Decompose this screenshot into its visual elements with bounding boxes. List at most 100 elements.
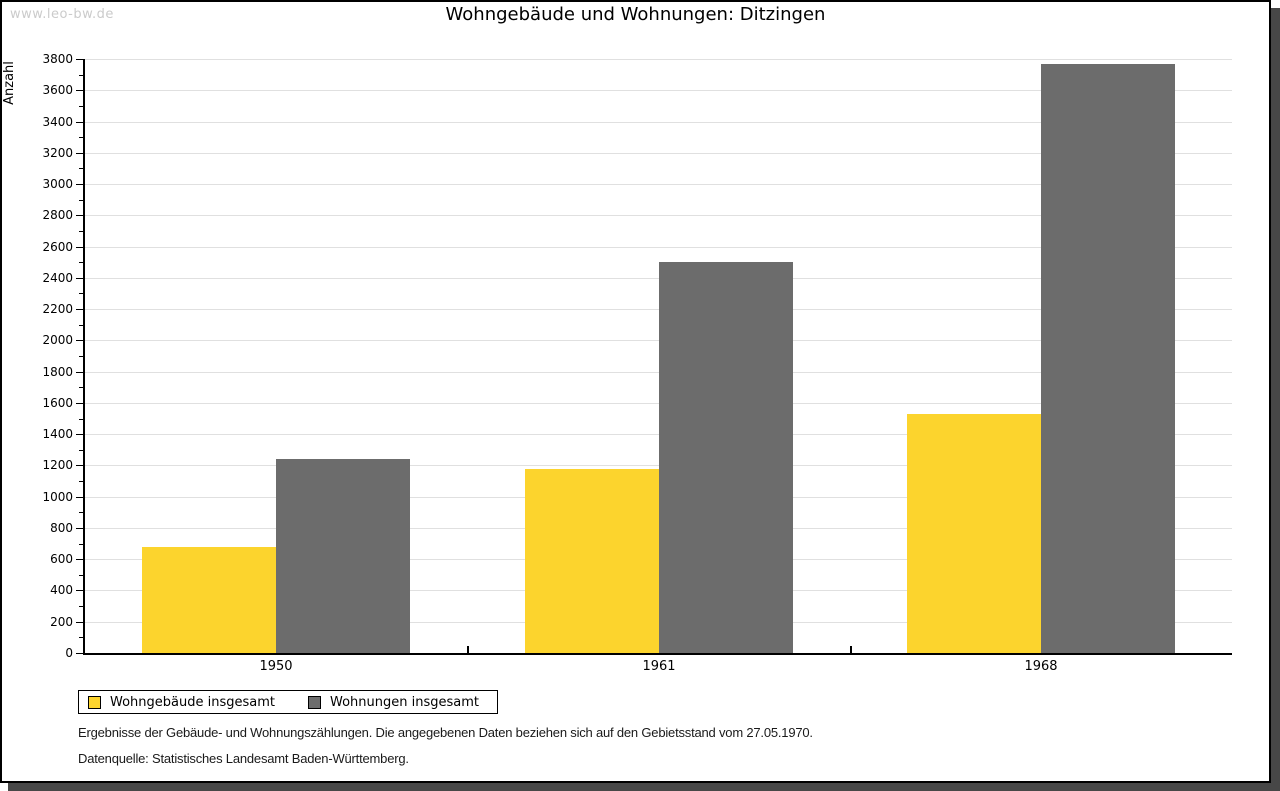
y-minor-tick bbox=[79, 512, 83, 513]
y-tick-label: 1200 bbox=[42, 458, 73, 472]
y-minor-tick bbox=[79, 325, 83, 326]
y-tick-label: 2200 bbox=[42, 302, 73, 316]
y-major-tick bbox=[76, 340, 83, 341]
y-minor-tick bbox=[79, 637, 83, 638]
legend-item-buildings: Wohngebäude insgesamt bbox=[88, 695, 275, 710]
bar bbox=[276, 459, 410, 653]
y-major-tick bbox=[76, 528, 83, 529]
y-major-tick bbox=[76, 90, 83, 91]
window-shadow-bottom bbox=[8, 783, 1280, 791]
y-tick-label: 400 bbox=[50, 583, 73, 597]
y-tick-label: 2400 bbox=[42, 271, 73, 285]
y-tick-label: 800 bbox=[50, 521, 73, 535]
y-major-tick bbox=[76, 434, 83, 435]
legend-swatch-buildings bbox=[88, 695, 101, 709]
y-major-tick bbox=[76, 465, 83, 466]
y-major-tick bbox=[76, 590, 83, 591]
category-separator-tick bbox=[850, 646, 852, 653]
y-axis-line bbox=[83, 59, 85, 653]
y-tick-label: 3200 bbox=[42, 146, 73, 160]
gridline bbox=[85, 247, 1232, 248]
x-axis-line bbox=[83, 653, 1232, 655]
y-minor-tick bbox=[79, 168, 83, 169]
gridline bbox=[85, 403, 1232, 404]
y-tick-label: 1400 bbox=[42, 427, 73, 441]
bar bbox=[525, 469, 659, 653]
y-minor-tick bbox=[79, 137, 83, 138]
y-minor-tick bbox=[79, 262, 83, 263]
y-major-tick bbox=[76, 278, 83, 279]
y-tick-label: 2000 bbox=[42, 333, 73, 347]
y-minor-tick bbox=[79, 450, 83, 451]
bar bbox=[659, 262, 793, 653]
y-major-tick bbox=[76, 122, 83, 123]
gridline bbox=[85, 184, 1232, 185]
gridline bbox=[85, 215, 1232, 216]
y-tick-label: 3600 bbox=[42, 83, 73, 97]
y-major-tick bbox=[76, 559, 83, 560]
y-tick-label: 1800 bbox=[42, 365, 73, 379]
gridline bbox=[85, 309, 1232, 310]
x-tick-label: 1950 bbox=[259, 659, 293, 674]
y-tick-label: 2800 bbox=[42, 208, 73, 222]
y-tick-label: 2600 bbox=[42, 240, 73, 254]
y-major-tick bbox=[76, 215, 83, 216]
legend-swatch-dwellings bbox=[308, 695, 321, 709]
watermark: www.leo-bw.de bbox=[10, 7, 114, 22]
legend-label-buildings: Wohngebäude insgesamt bbox=[110, 694, 275, 710]
gridline bbox=[85, 372, 1232, 373]
y-major-tick bbox=[76, 653, 83, 654]
y-tick-label: 1000 bbox=[42, 490, 73, 504]
y-minor-tick bbox=[79, 544, 83, 545]
y-minor-tick bbox=[79, 575, 83, 576]
y-major-tick bbox=[76, 372, 83, 373]
gridline bbox=[85, 122, 1232, 123]
y-minor-tick bbox=[79, 106, 83, 107]
y-major-tick bbox=[76, 184, 83, 185]
y-minor-tick bbox=[79, 419, 83, 420]
y-minor-tick bbox=[79, 387, 83, 388]
gridline bbox=[85, 434, 1232, 435]
chart-title: Wohngebäude und Wohnungen: Ditzingen bbox=[445, 4, 826, 25]
window-shadow-right bbox=[1271, 8, 1280, 791]
y-major-tick bbox=[76, 59, 83, 60]
legend-label-dwellings: Wohnungen insgesamt bbox=[330, 694, 479, 710]
gridline bbox=[85, 59, 1232, 60]
y-minor-tick bbox=[79, 606, 83, 607]
y-major-tick bbox=[76, 622, 83, 623]
bar bbox=[907, 414, 1041, 653]
y-minor-tick bbox=[79, 75, 83, 76]
y-major-tick bbox=[76, 403, 83, 404]
y-tick-label: 3400 bbox=[42, 115, 73, 129]
gridline bbox=[85, 153, 1232, 154]
y-minor-tick bbox=[79, 231, 83, 232]
footnote-source-note: Ergebnisse der Gebäude- und Wohnungszähl… bbox=[78, 725, 813, 740]
y-minor-tick bbox=[79, 200, 83, 201]
y-tick-label: 600 bbox=[50, 552, 73, 566]
legend: Wohngebäude insgesamt Wohnungen insgesam… bbox=[78, 690, 498, 714]
gridline bbox=[85, 278, 1232, 279]
y-tick-label: 3000 bbox=[42, 177, 73, 191]
y-major-tick bbox=[76, 247, 83, 248]
bar bbox=[142, 547, 276, 653]
y-minor-tick bbox=[79, 481, 83, 482]
y-tick-label: 200 bbox=[50, 615, 73, 629]
y-major-tick bbox=[76, 309, 83, 310]
gridline bbox=[85, 90, 1232, 91]
bar bbox=[1041, 64, 1175, 653]
y-major-tick bbox=[76, 497, 83, 498]
gridline bbox=[85, 340, 1232, 341]
y-minor-tick bbox=[79, 293, 83, 294]
category-separator-tick bbox=[467, 646, 469, 653]
y-major-tick bbox=[76, 153, 83, 154]
y-minor-tick bbox=[79, 356, 83, 357]
gridline bbox=[85, 465, 1232, 466]
y-tick-label: 0 bbox=[65, 646, 73, 660]
y-tick-label: 1600 bbox=[42, 396, 73, 410]
x-tick-label: 1968 bbox=[1024, 659, 1058, 674]
y-axis-title: Anzahl bbox=[2, 61, 17, 105]
legend-item-dwellings: Wohnungen insgesamt bbox=[308, 695, 479, 710]
footnote-data-source: Datenquelle: Statistisches Landesamt Bad… bbox=[78, 751, 409, 766]
y-tick-label: 3800 bbox=[42, 52, 73, 66]
